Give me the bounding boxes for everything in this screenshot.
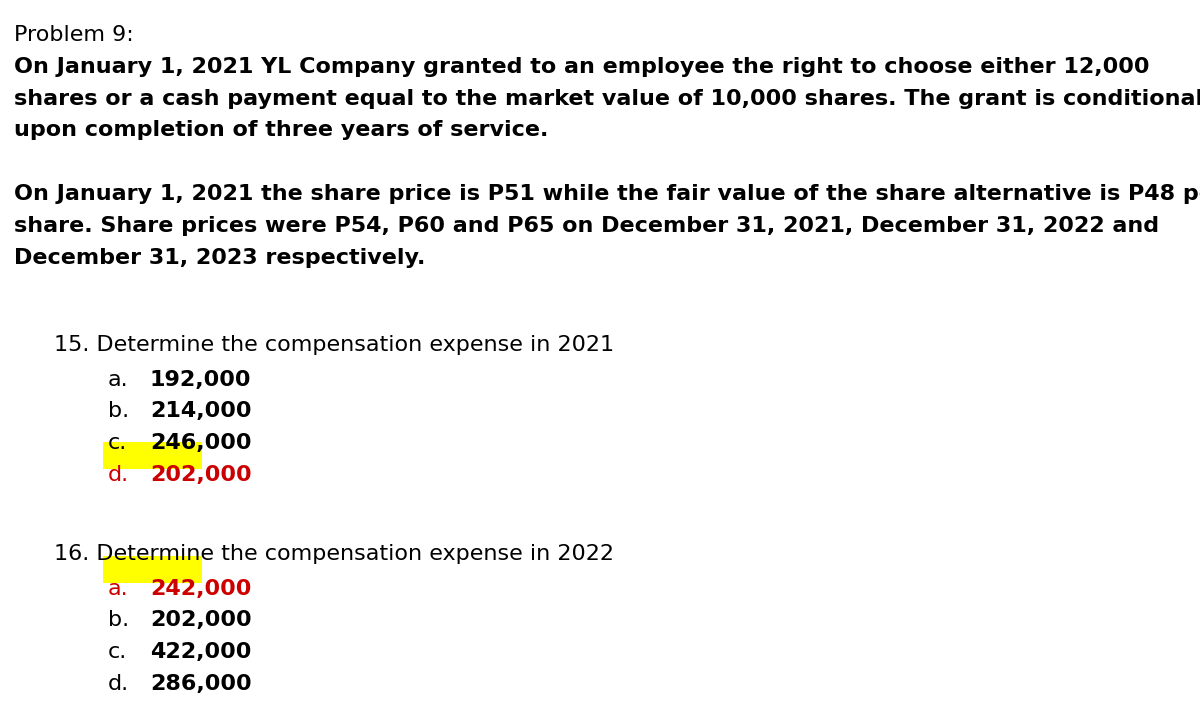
Text: c.: c. — [108, 433, 127, 453]
Text: b.: b. — [108, 611, 130, 631]
Text: b.: b. — [108, 401, 130, 421]
Text: 422,000: 422,000 — [150, 642, 251, 662]
Text: d.: d. — [108, 464, 130, 485]
Text: December 31, 2023 respectively.: December 31, 2023 respectively. — [14, 248, 426, 268]
Text: upon completion of three years of service.: upon completion of three years of servic… — [14, 120, 548, 140]
Text: 16. Determine the compensation expense in 2022: 16. Determine the compensation expense i… — [54, 544, 614, 564]
Text: 286,000: 286,000 — [150, 674, 252, 694]
Text: 246,000: 246,000 — [150, 433, 252, 453]
Text: Problem 9:: Problem 9: — [14, 25, 134, 45]
Text: 202,000: 202,000 — [150, 464, 252, 485]
Text: On January 1, 2021 YL Company granted to an employee the right to choose either : On January 1, 2021 YL Company granted to… — [14, 57, 1150, 77]
Text: 192,000: 192,000 — [150, 369, 252, 390]
Text: 214,000: 214,000 — [150, 401, 252, 421]
Text: On January 1, 2021 the share price is P51 while the fair value of the share alte: On January 1, 2021 the share price is P5… — [14, 184, 1200, 204]
Text: c.: c. — [108, 642, 127, 662]
Text: 15. Determine the compensation expense in 2021: 15. Determine the compensation expense i… — [54, 335, 614, 355]
Text: a.: a. — [108, 369, 128, 390]
Text: 202,000: 202,000 — [150, 611, 252, 631]
Text: shares or a cash payment equal to the market value of 10,000 shares. The grant i: shares or a cash payment equal to the ma… — [14, 89, 1200, 109]
Text: d.: d. — [108, 674, 130, 694]
Text: a.: a. — [108, 579, 128, 599]
Text: 242,000: 242,000 — [150, 579, 251, 599]
Text: share. Share prices were P54, P60 and P65 on December 31, 2021, December 31, 202: share. Share prices were P54, P60 and P6… — [14, 216, 1159, 236]
